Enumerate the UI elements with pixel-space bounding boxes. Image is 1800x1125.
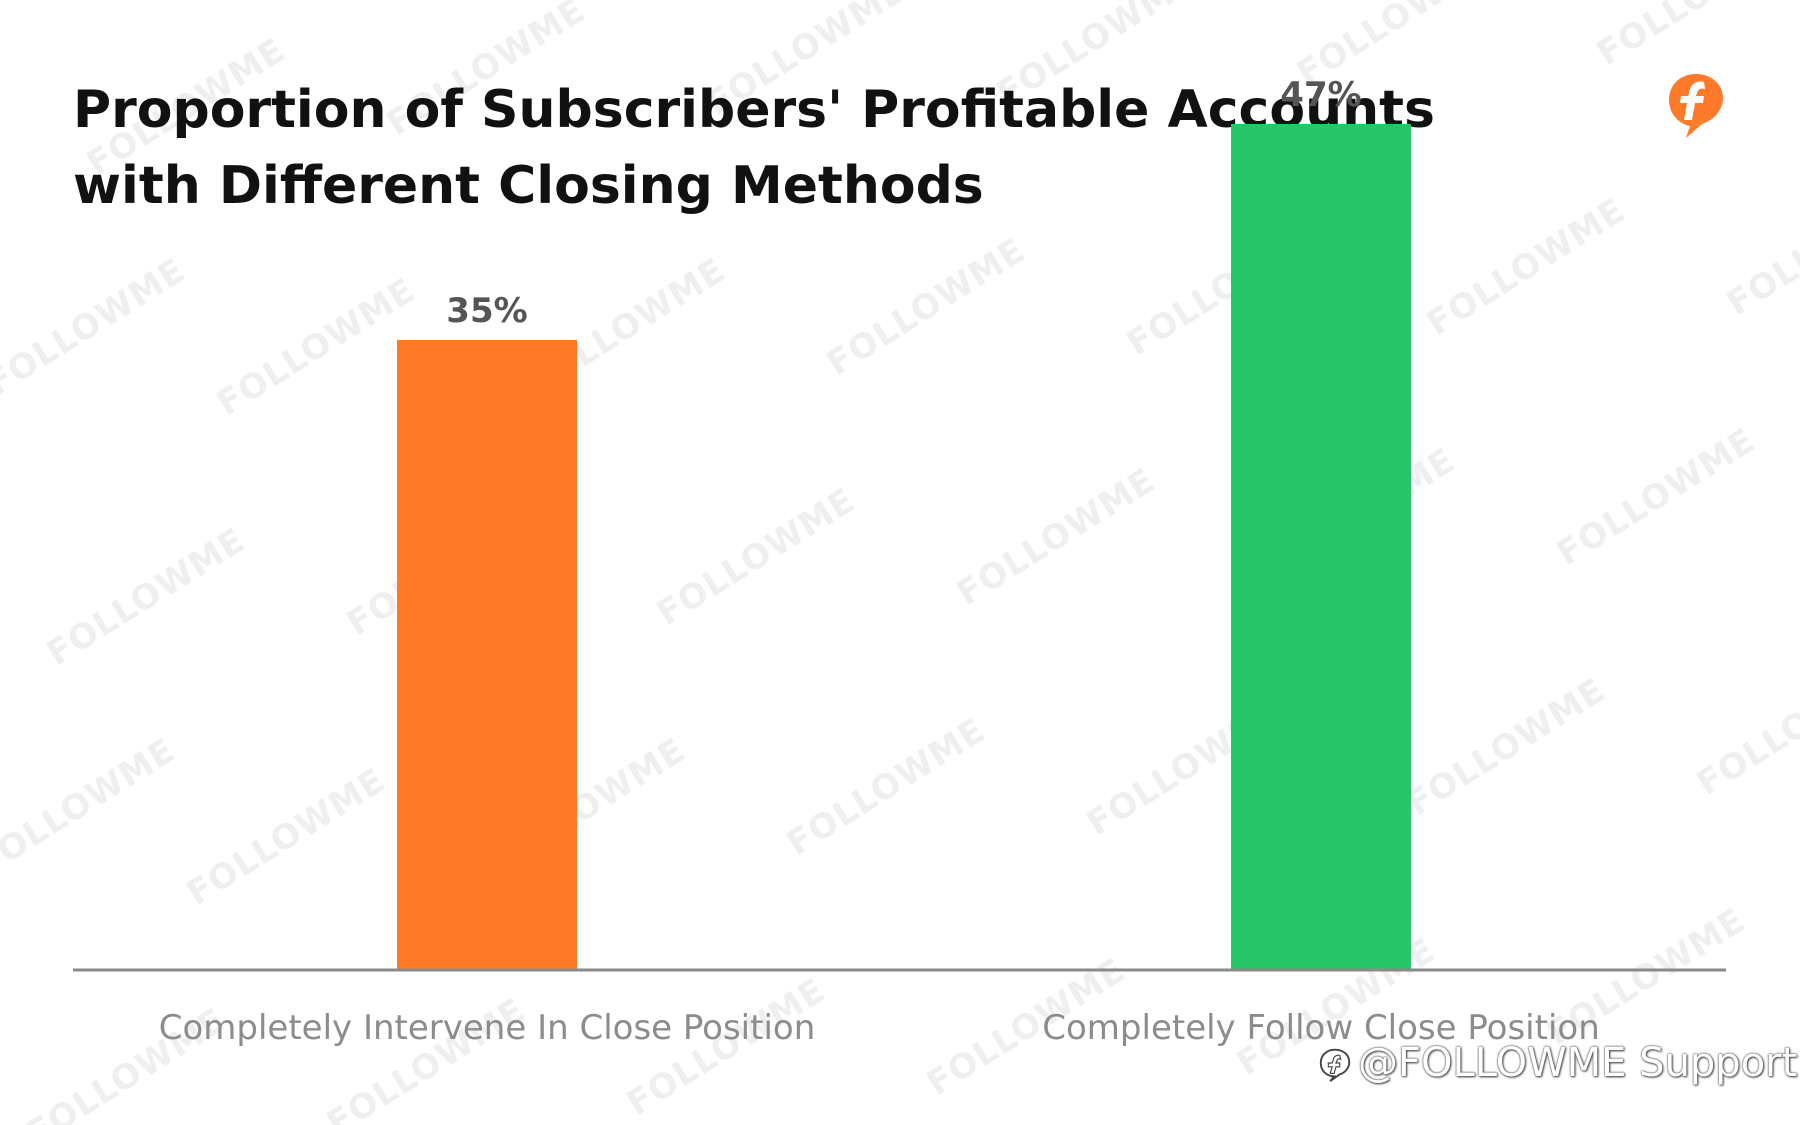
chart-title: Proportion of Subscribers' Profitable Ac… (73, 80, 1435, 216)
value-label-1: 35% (446, 291, 527, 331)
credit-watermark: @FOLLOWME Support (1316, 1040, 1797, 1086)
bar-2 (1231, 124, 1411, 970)
value-label-2: 47% (1280, 75, 1361, 115)
followme-f-logo-icon (1669, 74, 1723, 138)
bar-1 (397, 340, 577, 970)
category-label-1: Completely Intervene In Close Position (159, 1008, 816, 1048)
category-label-2: Completely Follow Close Position (1042, 1008, 1600, 1048)
credit-text: @FOLLOWME Support (1358, 1040, 1798, 1086)
weibo-logo-icon (1319, 1048, 1351, 1082)
